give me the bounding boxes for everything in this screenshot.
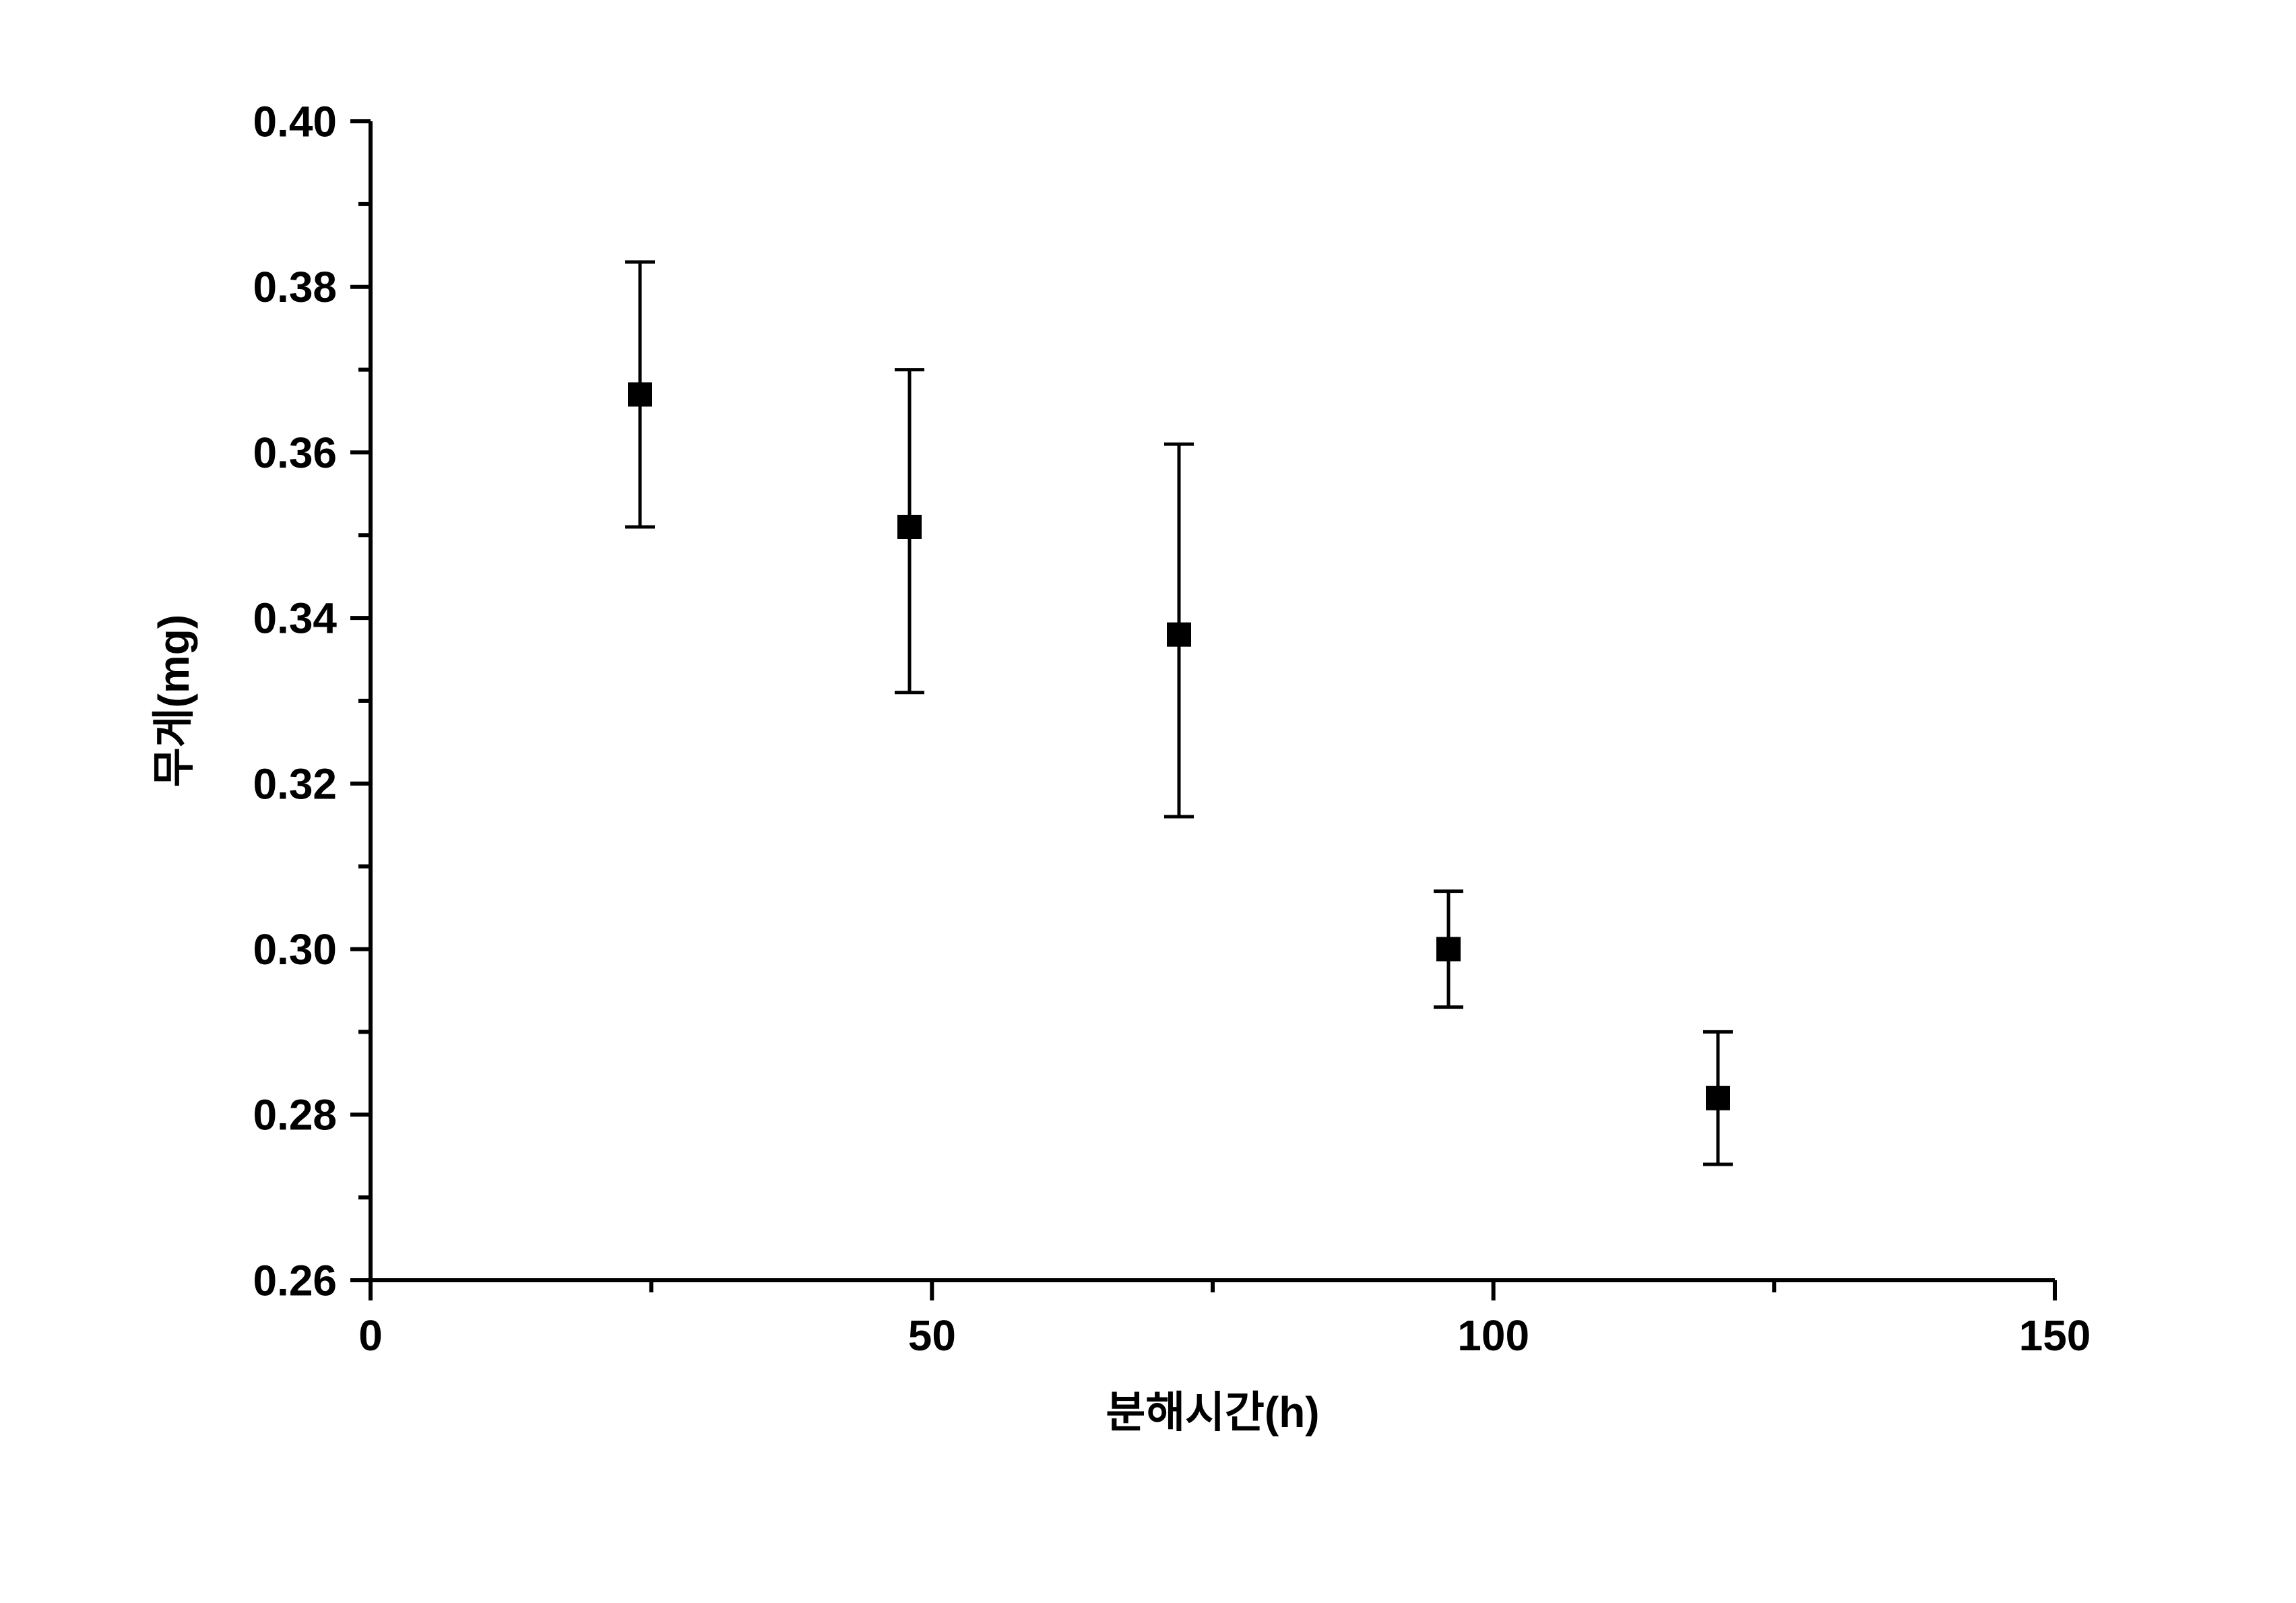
y-tick-label: 0.28 xyxy=(253,1091,337,1139)
data-point-marker xyxy=(897,515,922,539)
data-point-marker xyxy=(1167,623,1191,647)
y-tick-label: 0.30 xyxy=(253,925,337,974)
y-tick-label: 0.26 xyxy=(253,1256,337,1305)
y-tick-label: 0.32 xyxy=(253,759,337,808)
y-tick-label: 0.40 xyxy=(253,97,337,146)
scatter-error-chart: 0 50 100 150 0.26 0.28 0.30 0.32 0.34 0.36 0.38 0.4… xyxy=(0,0,2296,1603)
data-point-marker xyxy=(628,382,652,406)
x-tick-label: 0 xyxy=(358,1311,383,1360)
data-point-marker xyxy=(1436,937,1461,962)
y-tick-label: 0.38 xyxy=(253,263,337,311)
x-tick-label: 150 xyxy=(2019,1311,2091,1360)
chart-container: 0 50 100 150 0.26 0.28 0.30 0.32 0.34 0.36 0.38 0.4… xyxy=(0,0,2296,1603)
y-tick-label: 0.36 xyxy=(253,429,337,477)
y-axis-title: 무게(mg) xyxy=(150,615,198,787)
data-point-marker xyxy=(1706,1086,1730,1110)
x-tick-label: 100 xyxy=(1457,1311,1529,1360)
x-axis-title: 분해시간(h) xyxy=(1106,1388,1319,1437)
y-tick-label: 0.34 xyxy=(253,594,337,643)
x-tick-label: 50 xyxy=(908,1311,956,1360)
